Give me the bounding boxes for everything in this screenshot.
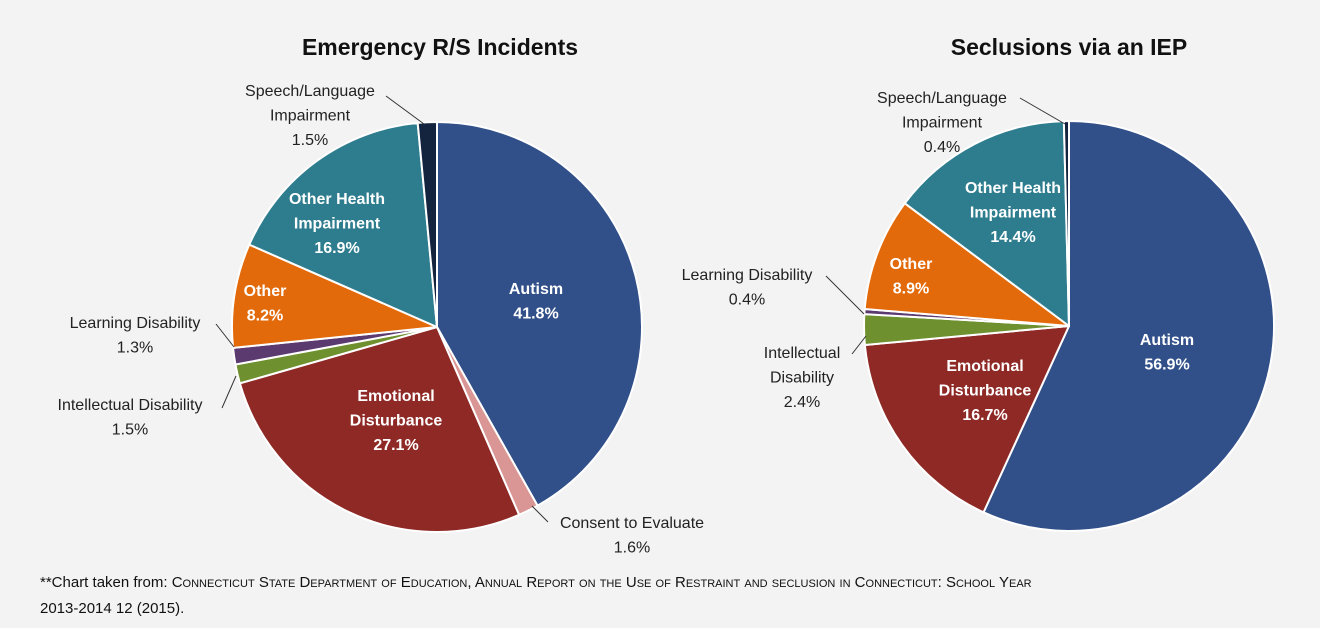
leader-line-consent-to-evaluate: [531, 505, 549, 523]
slice-label-emotional-disturbance: Emotional Disturbance 16.7%: [939, 358, 1032, 424]
slice-autism: [436, 121, 643, 507]
footnote-source: Connecticut State Department of Educatio…: [171, 574, 1032, 591]
slice-label-other-health-impairment: Other Health Impairment 16.9%: [289, 191, 385, 257]
slice-label-learning-disability: Learning Disability 1.3%: [70, 315, 201, 357]
footnote-prefix: **Chart taken from:: [40, 574, 172, 591]
slice-label-speech-language-impairment: Speech/Language Impairment 1.5%: [245, 83, 375, 149]
pie-chart-2: Seclusions via an IEP Autism 56.9% Emotiona…: [682, 34, 1275, 532]
leader-line-speech-language-impairment: [1019, 97, 1066, 125]
slice-emotional-disturbance: [863, 325, 1070, 514]
slice-speech-language-impairment: [416, 121, 438, 328]
leader-line-learning-disability: [215, 323, 235, 348]
leader-line-learning-disability: [825, 275, 865, 315]
slice-label-consent-to-evaluate: Consent to Evaluate 1.6%: [560, 515, 704, 557]
footnote-line2: 2013-2014 12 (2015).: [40, 600, 185, 617]
slice-label-autism: Autism 41.8%: [509, 281, 563, 323]
slice-autism: [982, 120, 1275, 532]
slice-label-autism: Autism 56.9%: [1140, 332, 1194, 374]
chart-title: Emergency R/S Incidents: [302, 34, 578, 60]
slice-label-learning-disability: Learning Disability 0.4%: [682, 267, 813, 309]
slice-label-emotional-disturbance: Emotional Disturbance 27.1%: [350, 388, 443, 454]
slice-label-other-health-impairment: Other Health Impairment 14.4%: [965, 180, 1061, 246]
chart-title: Seclusions via an IEP: [951, 34, 1188, 60]
slice-label-other: Other 8.9%: [890, 256, 933, 298]
slice-label-speech-language-impairment: Speech/Language Impairment 0.4%: [877, 90, 1007, 156]
slice-label-intellectual-disability: Intellectual Disability 2.4%: [764, 345, 841, 411]
slice-label-other: Other 8.2%: [244, 283, 287, 325]
slice-other-health-impairment: [248, 121, 438, 328]
leader-line-intellectual-disability: [851, 335, 867, 355]
slice-speech-language-impairment: [1062, 120, 1070, 327]
leader-line-speech-language-impairment: [385, 95, 425, 125]
slice-emotional-disturbance: [238, 326, 521, 533]
pie-chart-1: Emergency R/S Incidents Autism 41.8% Consen…: [58, 34, 705, 557]
leader-line-intellectual-disability: [221, 375, 237, 409]
slice-label-intellectual-disability: Intellectual Disability 1.5%: [58, 397, 203, 439]
slice-other: [863, 202, 1070, 327]
footnote: **Chart taken from: Connecticut State De…: [40, 570, 1300, 622]
slice-other-health-impairment: [903, 120, 1070, 327]
